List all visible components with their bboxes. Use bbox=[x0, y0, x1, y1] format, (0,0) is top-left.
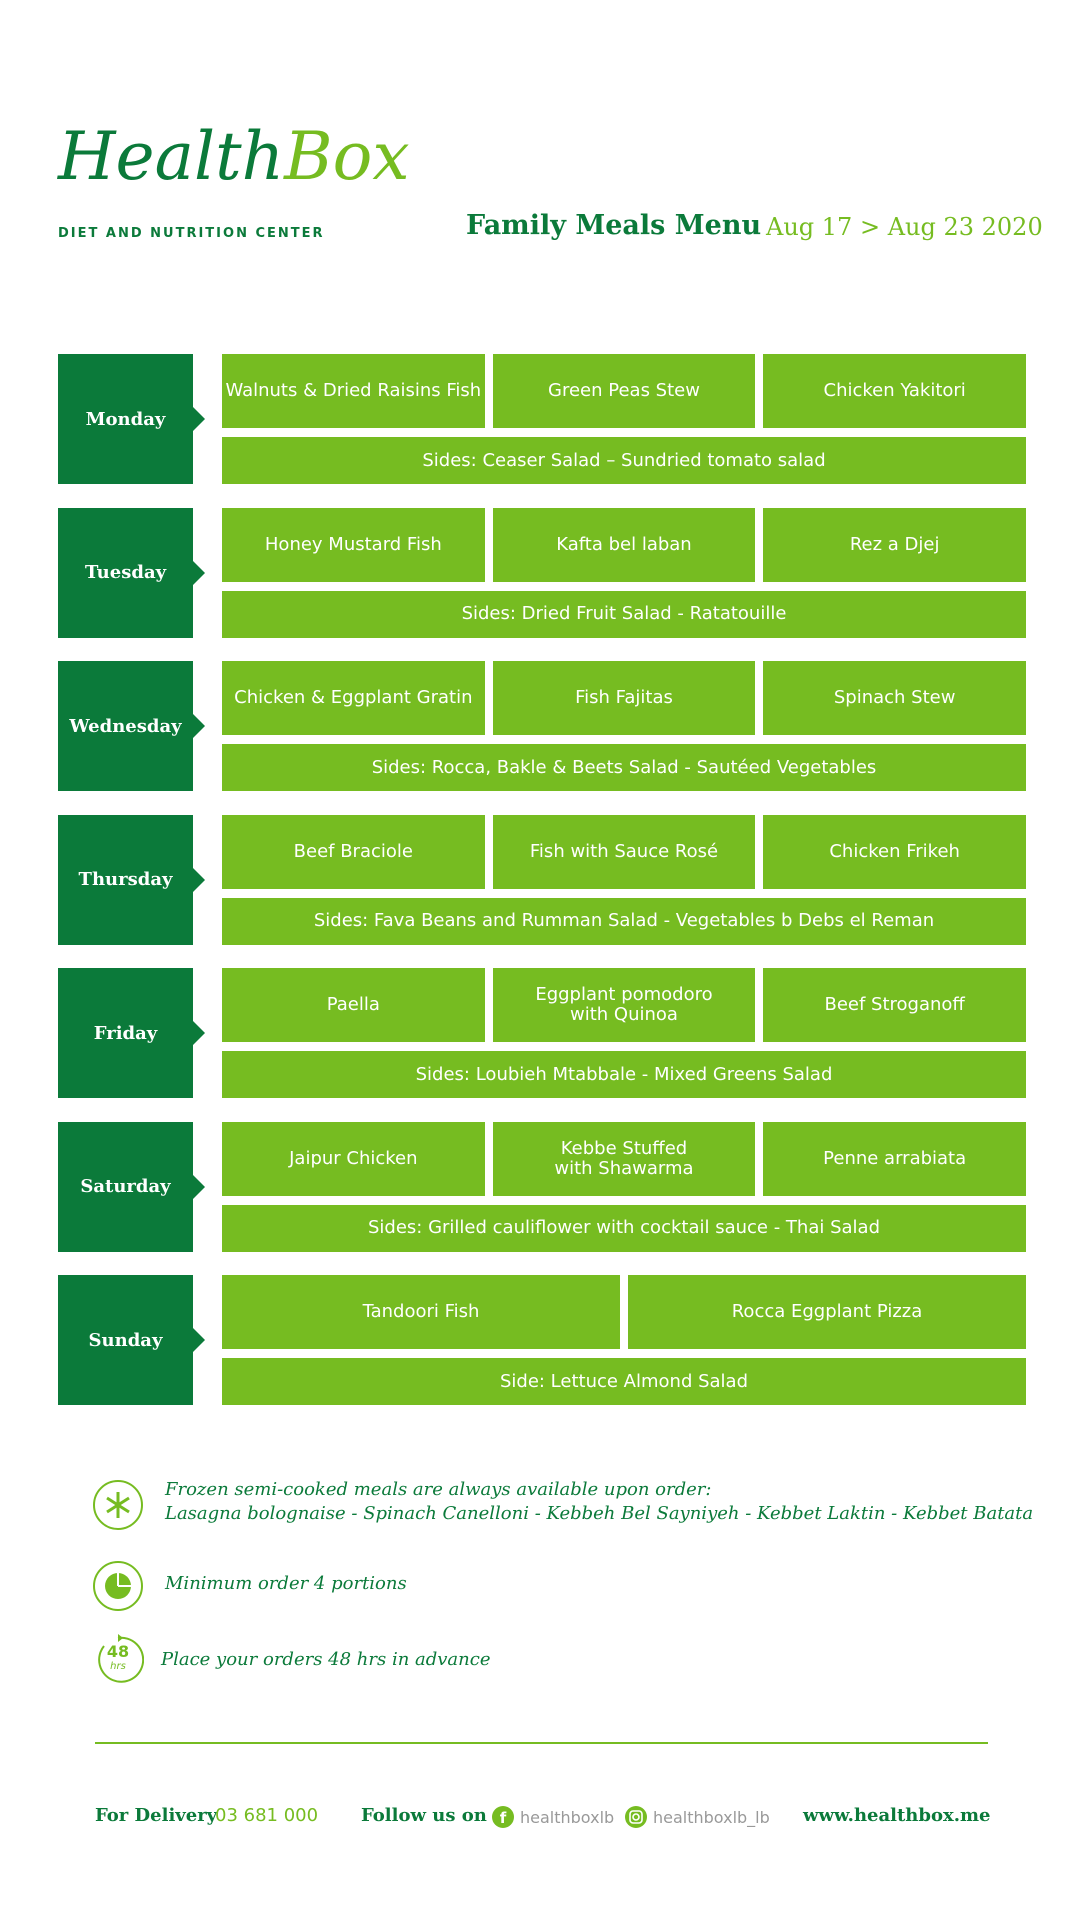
dish: Chicken Yakitori bbox=[763, 354, 1026, 428]
logo-brand: Health bbox=[58, 118, 285, 195]
title: Family Meals Menu bbox=[466, 210, 762, 241]
dish: Rez a Djej bbox=[763, 507, 1026, 582]
sides: Sides: Loubieh Mtabbale - Mixed Greens S… bbox=[222, 1051, 1026, 1098]
sides: Side: Lettuce Almond Salad bbox=[222, 1358, 1026, 1405]
tagline: DIET AND NUTRITION CENTER bbox=[58, 226, 325, 241]
date-range: Aug 17 > Aug 23 2020 bbox=[766, 213, 1043, 241]
badge: 48 bbox=[106, 1642, 130, 1661]
website[interactable]: www.healthbox.me bbox=[803, 1805, 991, 1826]
dish: Kebbe Stuffed with Shawarma bbox=[492, 1121, 756, 1196]
dish: Fish with Sauce Rosé bbox=[492, 814, 756, 889]
day-label: Thursday bbox=[58, 814, 205, 945]
instagram-icon bbox=[625, 1806, 647, 1828]
dish: Spinach Stew bbox=[763, 661, 1026, 735]
facebook-handle[interactable]: healthboxlb bbox=[520, 1808, 615, 1827]
dish: Walnuts & Dried Raisins Fish bbox=[222, 354, 485, 428]
sides: Sides: Dried Fruit Salad - Ratatouille bbox=[222, 590, 1026, 638]
follow-label: Follow us on bbox=[361, 1805, 487, 1826]
logo: HealthBox bbox=[58, 118, 410, 195]
delivery-label: For Delivery bbox=[95, 1805, 218, 1826]
day-label: Saturday bbox=[58, 1121, 205, 1252]
divider bbox=[95, 1742, 988, 1744]
dish: Kafta bel laban bbox=[492, 507, 756, 582]
sides: Sides: Rocca, Bakle & Beets Salad - Saut… bbox=[222, 744, 1026, 791]
phone: 03 681 000 bbox=[215, 1805, 319, 1826]
sides: Sides: Ceaser Salad – Sundried tomato sa… bbox=[222, 437, 1026, 484]
badge-unit: hrs bbox=[110, 1661, 126, 1672]
note: Place your orders 48 hrs in advance bbox=[161, 1649, 491, 1670]
facebook-icon: f bbox=[492, 1806, 514, 1828]
dish: Beef Braciole bbox=[222, 814, 485, 889]
pie-icon bbox=[93, 1561, 143, 1611]
dish: Beef Stroganoff bbox=[763, 968, 1026, 1042]
dish: Honey Mustard Fish bbox=[222, 507, 485, 582]
dish: Fish Fajitas bbox=[492, 661, 756, 735]
dish: Chicken & Eggplant Gratin bbox=[222, 661, 485, 735]
snowflake-icon bbox=[93, 1480, 143, 1530]
day-label: Friday bbox=[58, 968, 205, 1098]
instagram-handle[interactable]: healthboxlb_lb bbox=[653, 1808, 770, 1827]
day-label: Monday bbox=[58, 354, 205, 484]
day-label: Tuesday bbox=[58, 507, 205, 638]
clock-icon bbox=[98, 1634, 144, 1683]
dish: Chicken Frikeh bbox=[763, 814, 1026, 889]
sides: Sides: Fava Beans and Rumman Salad - Veg… bbox=[222, 897, 1026, 945]
svg-text:f: f bbox=[500, 1809, 507, 1827]
dish: Eggplant pomodoro with Quinoa bbox=[492, 968, 756, 1042]
logo-accent: Box bbox=[284, 118, 410, 195]
sides: Sides: Grilled cauliflower with cocktail… bbox=[222, 1204, 1026, 1252]
dish: Tandoori Fish bbox=[222, 1275, 620, 1349]
day-label: Sunday bbox=[58, 1275, 205, 1405]
note: Minimum order 4 portions bbox=[165, 1573, 407, 1594]
dish: Rocca Eggplant Pizza bbox=[628, 1275, 1026, 1349]
dish: Jaipur Chicken bbox=[222, 1121, 485, 1196]
day-label: Wednesday bbox=[58, 661, 205, 791]
dish: Penne arrabiata bbox=[763, 1121, 1026, 1196]
dish: Paella bbox=[222, 968, 485, 1042]
dish: Green Peas Stew bbox=[492, 354, 756, 428]
note: Frozen semi-cooked meals are always avai… bbox=[165, 1479, 1034, 1525]
